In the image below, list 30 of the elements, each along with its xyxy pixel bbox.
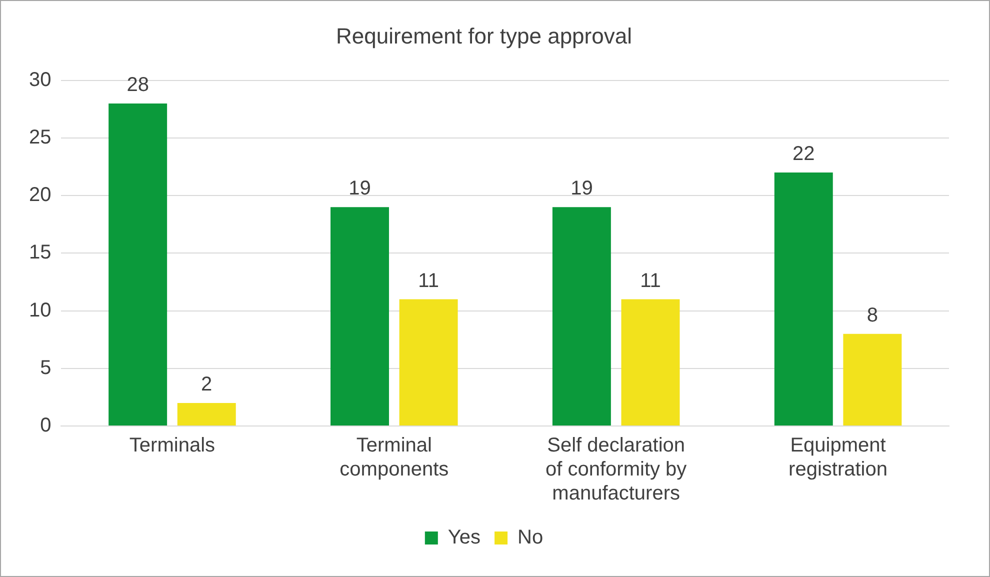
bar <box>621 299 680 426</box>
bar <box>774 172 833 426</box>
y-tick-label: 10 <box>28 299 52 322</box>
data-label: 8 <box>866 304 878 326</box>
legend-label: No <box>518 526 544 549</box>
legend-label: Yes <box>448 526 481 549</box>
data-label: 11 <box>418 270 439 292</box>
bar <box>330 207 389 426</box>
y-tick-label: 20 <box>28 184 52 206</box>
bar <box>177 402 236 426</box>
data-label: 28 <box>126 74 149 96</box>
data-label: 11 <box>640 270 661 292</box>
y-tick-label: 0 <box>40 414 52 437</box>
y-tick-label: 30 <box>28 68 52 91</box>
y-tick-label: 5 <box>40 356 52 379</box>
bar <box>843 334 902 426</box>
y-tick-label: 25 <box>28 126 52 149</box>
y-tick-label: 15 <box>28 242 52 264</box>
x-tick-label: Self declaration of conformity by manufacturers <box>546 434 687 505</box>
bar <box>108 103 168 426</box>
x-tick-label: Terminals <box>129 434 216 457</box>
x-tick-label: Terminal components <box>340 434 449 481</box>
bar <box>399 299 458 426</box>
data-label: 2 <box>201 373 212 396</box>
bar <box>552 207 611 426</box>
data-label: 22 <box>792 143 815 166</box>
data-label: 19 <box>348 178 371 200</box>
chart-title: Requirement for type approval <box>336 23 632 48</box>
x-tick-label: Equipment registration <box>788 434 888 481</box>
data-label: 19 <box>570 178 593 200</box>
